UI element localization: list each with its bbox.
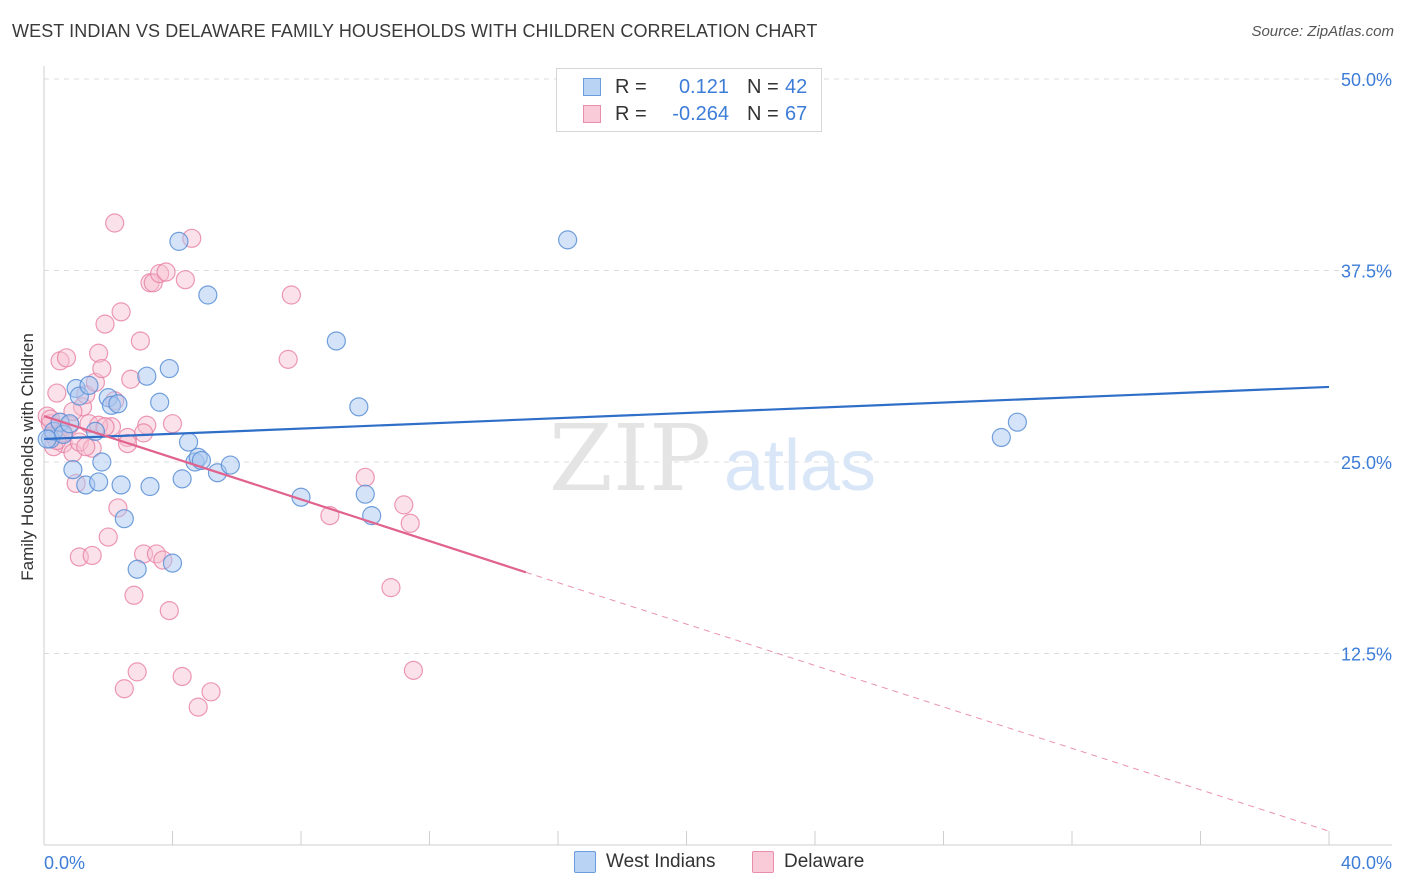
watermark: ZIP atlas [549, 405, 876, 512]
data-point-delaware [76, 437, 96, 457]
data-point-west-indians [150, 392, 170, 412]
data-point-west-indians [79, 375, 99, 395]
legend-swatch-blue [574, 851, 596, 873]
chart-title: WEST INDIAN VS DELAWARE FAMILY HOUSEHOLD… [12, 21, 818, 41]
data-point-west-indians [137, 366, 157, 386]
trend-line-west-indians [43, 385, 1330, 441]
series-west-indians [37, 230, 1027, 579]
data-point-delaware [400, 513, 420, 533]
data-point-west-indians [108, 394, 128, 414]
data-point-west-indians [355, 484, 375, 504]
correlation-legend: R = 0.121 N = 42 R = -0.264 N = 67 [556, 68, 822, 132]
data-point-delaware [47, 383, 67, 403]
data-point-delaware [156, 262, 176, 282]
data-point-west-indians [1007, 412, 1027, 432]
data-point-west-indians [172, 469, 192, 489]
data-point-delaware [89, 343, 109, 363]
data-point-west-indians [558, 230, 578, 250]
data-point-delaware [159, 601, 179, 621]
trend-lines [43, 385, 1330, 832]
data-point-west-indians [63, 460, 83, 480]
data-point-west-indians [127, 559, 147, 579]
legend-n-label: N = [747, 102, 779, 125]
tick-labels: 12.5% 25.0% 37.5% 50.0% 0.0% 40.0% [44, 70, 1392, 873]
data-point-west-indians [178, 432, 199, 452]
legend-r-value: 0.121 [678, 75, 729, 98]
legend-row-west-indians: R = 0.121 N = 42 [557, 74, 807, 100]
data-point-delaware [188, 697, 208, 717]
legend-swatch-pink [583, 105, 601, 123]
data-point-delaware [281, 285, 301, 305]
data-point-west-indians [991, 427, 1011, 448]
data-point-delaware [130, 331, 150, 351]
data-point-delaware [381, 578, 401, 598]
legend-label-delaware: Delaware [784, 851, 865, 872]
legend-swatch-pink [752, 851, 774, 873]
data-point-west-indians [326, 331, 346, 351]
data-point-delaware [98, 527, 118, 547]
trend-line-delaware-extrapolated [525, 571, 1330, 832]
legend-item-delaware[interactable]: Delaware [752, 851, 864, 873]
data-point-west-indians [349, 397, 369, 417]
data-point-west-indians [89, 472, 109, 492]
x-tick-label-max: 40.0% [1341, 853, 1392, 873]
data-point-west-indians [220, 455, 240, 475]
data-point-delaware [201, 682, 221, 702]
data-point-delaware [162, 414, 183, 434]
data-point-delaware [114, 679, 134, 699]
legend-row-delaware: R = -0.264 N = 67 [557, 101, 807, 127]
y-tick-label: 37.5% [1341, 262, 1392, 282]
trend-line-delaware [43, 414, 527, 574]
y-tick-label: 12.5% [1341, 645, 1392, 665]
data-point-delaware [355, 467, 375, 487]
legend-item-west-indians[interactable]: West Indians [574, 851, 715, 873]
data-point-delaware [278, 349, 298, 369]
data-point-delaware [175, 270, 195, 290]
data-point-west-indians [111, 475, 131, 495]
data-point-delaware [150, 263, 170, 284]
source-label: Source: ZipAtlas.com [1251, 23, 1394, 40]
data-point-delaware [82, 545, 102, 566]
data-point-west-indians [169, 231, 189, 251]
watermark-atlas: atlas [724, 426, 876, 506]
data-point-delaware [121, 369, 141, 389]
series-delaware [37, 213, 424, 717]
data-point-delaware [133, 423, 154, 443]
data-point-delaware [394, 495, 414, 515]
legend-n-value: 42 [785, 75, 808, 98]
data-point-delaware [111, 302, 131, 322]
legend-swatch-blue [583, 78, 601, 96]
data-point-delaware [56, 348, 77, 368]
data-point-west-indians [114, 509, 134, 529]
data-point-delaware [95, 314, 115, 334]
watermark-zip: ZIP [549, 405, 711, 512]
legend-label-west-indians: West Indians [606, 851, 716, 872]
gridlines [44, 78, 1392, 654]
data-point-delaware [172, 666, 192, 687]
y-tick-label: 50.0% [1341, 70, 1392, 90]
data-point-west-indians [159, 358, 179, 379]
data-point-west-indians [140, 476, 160, 497]
data-point-delaware [92, 358, 112, 379]
axes [43, 66, 1392, 846]
data-point-delaware [124, 585, 144, 605]
legend-r-label: R = [615, 102, 647, 125]
data-point-west-indians [162, 553, 183, 573]
data-point-delaware [403, 660, 424, 680]
x-tick-label-min: 0.0% [44, 853, 85, 873]
y-tick-label: 25.0% [1341, 453, 1392, 473]
data-point-delaware [127, 662, 147, 682]
data-point-delaware [105, 213, 125, 233]
data-point-west-indians [92, 452, 112, 472]
series-legend: West Indians Delaware [0, 851, 1406, 877]
legend-n-label: N = [747, 75, 779, 98]
data-point-west-indians [198, 285, 218, 305]
legend-r-label: R = [615, 75, 647, 98]
legend-n-value: 67 [785, 102, 808, 125]
legend-r-value: -0.264 [672, 102, 729, 125]
